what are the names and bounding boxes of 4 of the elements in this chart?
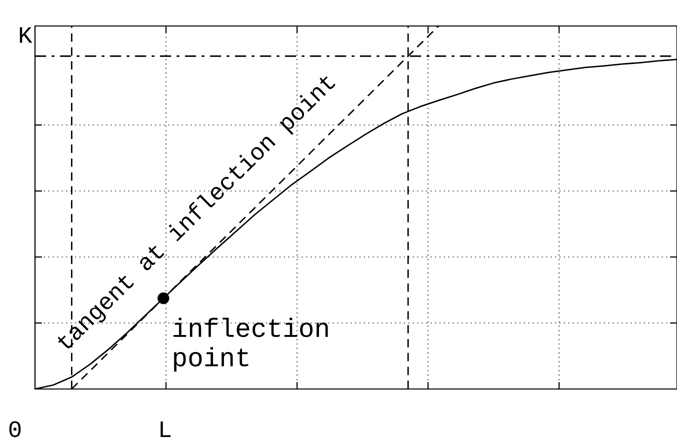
ref-line-label: K (20, 27, 32, 43)
text: 0 (9, 421, 21, 438)
text: L (160, 421, 171, 437)
annotation: inflection point (174, 318, 328, 372)
